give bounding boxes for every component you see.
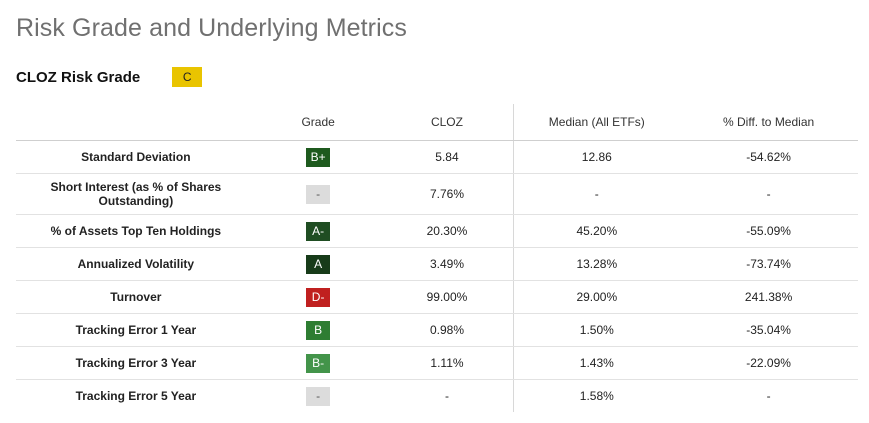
- diff-value: -73.74%: [679, 247, 858, 281]
- risk-metrics-table: Grade CLOZ Median (All ETFs) % Diff. to …: [16, 104, 858, 412]
- grade-badge: B+: [306, 147, 331, 167]
- grade-badge: -: [306, 184, 331, 204]
- diff-value: -54.62%: [679, 140, 858, 174]
- median-value: 45.20%: [513, 214, 680, 248]
- grade-cell: D-: [255, 280, 381, 314]
- table-row: Turnover D- 99.00% 29.00% 241.38%: [16, 280, 858, 314]
- fund-value: 5.84: [380, 140, 514, 174]
- table-body: Standard Deviation B+ 5.84 12.86 -54.62%…: [16, 140, 858, 413]
- metric-name: Short Interest (as % of Shares Outstandi…: [16, 173, 256, 215]
- median-column-header: Median (All ETFs): [513, 104, 680, 141]
- diff-value: -22.09%: [679, 346, 858, 380]
- grade-badge: A-: [306, 221, 331, 241]
- table-row: Tracking Error 3 Year B- 1.11% 1.43% -22…: [16, 346, 858, 380]
- grade-cell: B+: [255, 140, 381, 174]
- metric-name: Turnover: [16, 280, 256, 314]
- metric-column-header: [16, 104, 256, 141]
- page-title: Risk Grade and Underlying Metrics: [16, 14, 407, 42]
- grade-badge: B: [306, 320, 331, 340]
- median-value: 1.43%: [513, 346, 680, 380]
- grade-cell: B-: [255, 346, 381, 380]
- metric-name: Tracking Error 5 Year: [75, 389, 197, 403]
- grade-badge: B-: [306, 353, 331, 373]
- table-row: Tracking Error 5 Year - - 1.58% -: [16, 379, 858, 413]
- median-value: 13.28%: [513, 247, 680, 281]
- diff-value: 241.38%: [679, 280, 858, 314]
- fund-value: 3.49%: [380, 247, 514, 281]
- grade-cell: A: [255, 247, 381, 281]
- grade-badge: D-: [306, 287, 331, 307]
- metric-name: Annualized Volatility: [16, 247, 256, 281]
- diff-column-header: % Diff. to Median: [679, 104, 858, 141]
- fund-value: 7.76%: [380, 173, 514, 215]
- table-row: Annualized Volatility A 3.49% 13.28% -73…: [16, 247, 858, 281]
- risk-grade-badge: C: [172, 67, 203, 87]
- grade-cell: -: [255, 173, 381, 215]
- metric-name: Tracking Error 3 Year: [16, 346, 256, 380]
- metric-name: % of Assets Top Ten Holdings: [16, 214, 256, 248]
- risk-grade-header: CLOZ Risk Grade C: [16, 66, 203, 88]
- fund-value: -: [444, 389, 449, 403]
- median-value: 29.00%: [513, 280, 680, 314]
- metric-name: Standard Deviation: [16, 140, 256, 174]
- grade-badge: -: [306, 386, 331, 406]
- median-value: 12.86: [513, 140, 680, 174]
- grade-cell: B: [255, 313, 381, 347]
- table-header-row: Grade CLOZ Median (All ETFs) % Diff. to …: [16, 104, 858, 141]
- grade-cell: A-: [255, 214, 381, 248]
- diff-value: -35.04%: [679, 313, 858, 347]
- diff-value: -: [679, 173, 858, 215]
- table-row: Tracking Error 1 Year B 0.98% 1.50% -35.…: [16, 313, 858, 347]
- fund-column-header: CLOZ: [380, 104, 514, 141]
- fund-value: 20.30%: [380, 214, 514, 248]
- fund-value: 99.00%: [380, 280, 514, 314]
- fund-value: 0.98%: [380, 313, 514, 347]
- grade-badge: A: [306, 254, 331, 274]
- grade-cell: -: [256, 380, 381, 413]
- table-row: % of Assets Top Ten Holdings A- 20.30% 4…: [16, 214, 858, 248]
- diff-value: -: [766, 389, 771, 403]
- risk-grade-title: CLOZ Risk Grade: [16, 68, 141, 86]
- table-row: Standard Deviation B+ 5.84 12.86 -54.62%: [16, 140, 858, 174]
- grade-column-header: Grade: [255, 104, 381, 141]
- table-row: Short Interest (as % of Shares Outstandi…: [16, 173, 858, 215]
- median-value: 1.58%: [513, 379, 680, 412]
- fund-value: 1.11%: [380, 346, 514, 380]
- metric-name: Tracking Error 1 Year: [16, 313, 256, 347]
- median-value: -: [513, 173, 680, 215]
- median-value: 1.50%: [513, 313, 680, 347]
- diff-value: -55.09%: [679, 214, 858, 248]
